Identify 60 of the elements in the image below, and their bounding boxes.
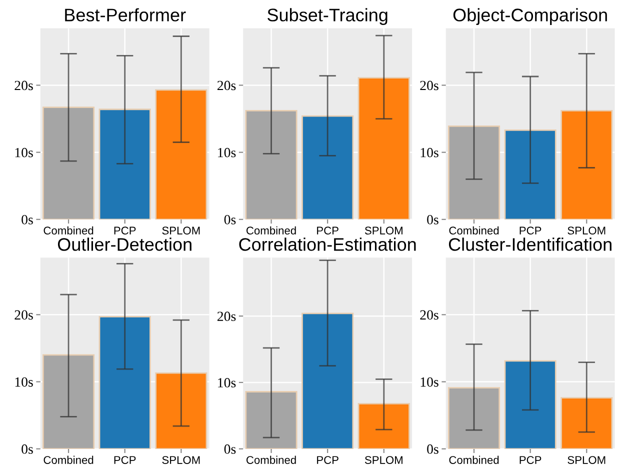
chart-title: Best-Performer <box>65 8 186 22</box>
bar <box>448 125 500 220</box>
bar <box>504 129 556 220</box>
y-tick-label: 20s <box>14 310 33 320</box>
bar <box>98 108 151 220</box>
y-tick-label: 10s <box>420 377 438 387</box>
x-tick-label: SPLOM <box>364 226 402 235</box>
bar <box>560 110 613 220</box>
x-tick-label: PCP <box>114 456 136 464</box>
x-tick-label: Combined <box>449 226 499 235</box>
chart-title: Cluster-Identification <box>448 238 612 251</box>
x-tick-label: PCP <box>520 226 542 235</box>
bar <box>245 391 298 449</box>
bar <box>42 354 95 449</box>
y-tick-label: 10s <box>15 148 33 158</box>
y-tick-label: 0s <box>427 444 438 454</box>
x-tick-label: Combined <box>246 456 296 464</box>
y-tick-label: 0s <box>224 444 236 454</box>
bar <box>42 106 95 220</box>
x-tick-label: PCP <box>114 226 136 235</box>
y-tick-label: 0s <box>224 214 236 224</box>
x-tick-label: PCP <box>520 456 542 464</box>
x-tick-label: SPLOM <box>568 456 606 464</box>
x-tick-label: Combined <box>449 456 499 464</box>
y-tick-label: 0s <box>22 444 33 454</box>
bar <box>448 387 500 449</box>
y-tick-label: 20s <box>420 80 438 90</box>
y-tick-label: 20s <box>420 310 438 320</box>
x-tick-label: PCP <box>317 226 338 235</box>
bar <box>98 316 151 449</box>
y-tick-label: 0s <box>427 214 438 224</box>
y-tick-label: 10s <box>420 148 438 158</box>
x-tick-label: SPLOM <box>568 226 606 235</box>
y-tick-label: 10s <box>15 377 33 387</box>
chart-title: Subset-Tracing <box>268 8 388 25</box>
bar <box>504 360 556 449</box>
y-tick-label: 20s <box>14 80 33 90</box>
bar <box>155 372 208 449</box>
x-tick-label: Combined <box>44 456 94 464</box>
x-tick-label: PCP <box>317 456 338 464</box>
bar <box>358 77 410 220</box>
bar <box>302 115 354 220</box>
bar <box>560 397 613 449</box>
y-tick-label: 20s <box>217 80 236 90</box>
chart-title: Correlation-Estimation <box>239 238 416 251</box>
bar <box>155 89 208 220</box>
x-tick-label: SPLOM <box>364 456 402 464</box>
x-tick-label: SPLOM <box>162 226 200 235</box>
x-tick-label: Combined <box>246 226 296 235</box>
bar <box>358 403 410 449</box>
y-tick-label: 10s <box>218 148 236 158</box>
bar <box>245 110 298 220</box>
bar <box>302 312 354 449</box>
chart-title: Outlier-Detection <box>58 238 192 251</box>
chart-title: Object-Comparison <box>453 8 607 25</box>
x-tick-label: SPLOM <box>162 456 200 464</box>
y-tick-label: 20s <box>217 312 236 322</box>
y-tick-label: 0s <box>22 214 33 224</box>
x-tick-label: Combined <box>44 226 94 235</box>
y-tick-label: 10s <box>218 378 236 388</box>
